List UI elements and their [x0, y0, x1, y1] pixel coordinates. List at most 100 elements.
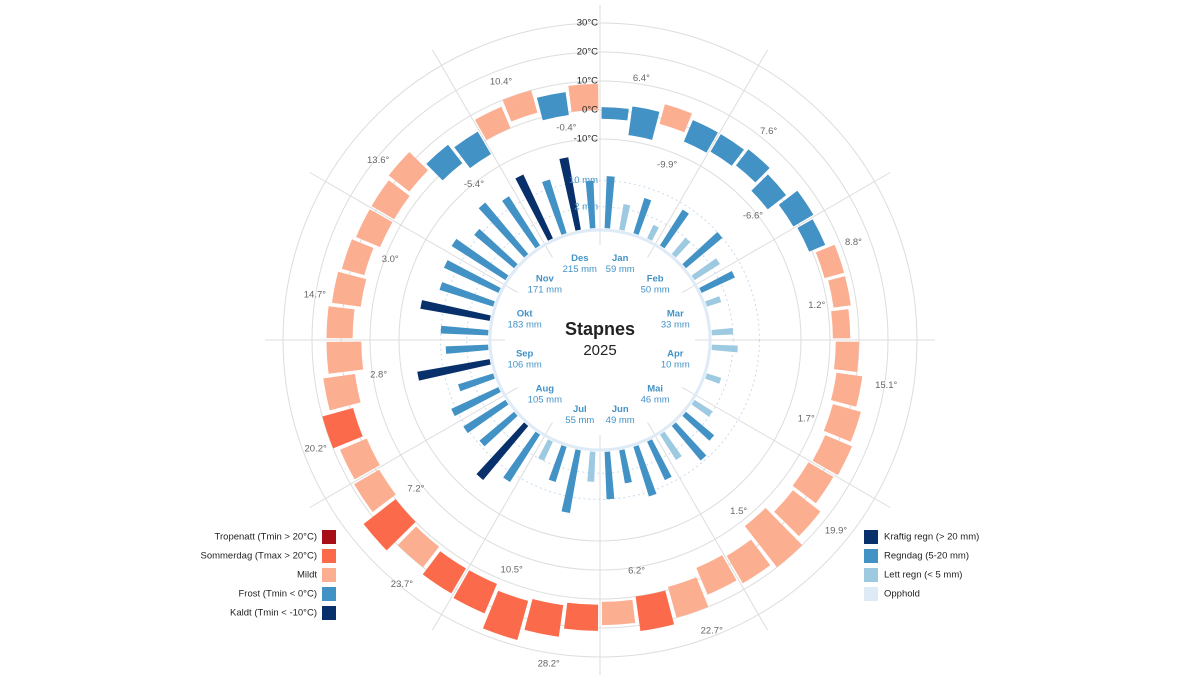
month-rain-label: 46 mm [641, 395, 670, 406]
legend-label: Lett regn (< 5 mm) [884, 570, 962, 581]
grid [265, 5, 935, 675]
min-label: -6.6° [743, 211, 763, 222]
temp-bar [326, 306, 355, 339]
rain-grid-line [440, 180, 760, 500]
temp-bar [726, 539, 771, 584]
legend-swatch [864, 530, 878, 544]
spoke [682, 387, 891, 508]
month-label: Sep [516, 349, 534, 360]
temp-bar [426, 144, 463, 181]
min-label: -0.4° [556, 122, 576, 133]
max-label: 14.7° [304, 289, 326, 300]
spoke [309, 172, 518, 293]
temp-bar [710, 134, 744, 166]
rain-bar [458, 373, 495, 392]
month-rain-label: 33 mm [661, 319, 690, 330]
chart-subtitle: 2025 [583, 342, 616, 359]
temp-bar [341, 239, 374, 276]
legend-swatch [864, 549, 878, 563]
min-label: 10.5° [501, 565, 523, 576]
rain-bar [705, 373, 722, 384]
rain-bar [476, 422, 529, 480]
temp-bar [628, 106, 660, 140]
temp-bar [482, 590, 529, 641]
month-label: Mai [647, 384, 663, 395]
min-label: 1.7° [798, 414, 815, 425]
min-label: -9.9° [657, 160, 677, 171]
rain-bar [503, 431, 541, 483]
legend-swatch [322, 549, 336, 563]
temp-bar [524, 599, 564, 637]
temp-bar [635, 590, 675, 632]
legend-swatch [864, 568, 878, 582]
max-label: 8.8° [845, 237, 862, 248]
rain-bar [451, 238, 509, 281]
min-label: 7.2° [407, 484, 424, 495]
month-label: Okt [517, 308, 534, 319]
month-rain-label: 49 mm [606, 415, 635, 426]
temp-bar [833, 341, 859, 373]
month-label: Aug [536, 384, 555, 395]
temp-bar [797, 219, 826, 252]
rain-bar [502, 196, 541, 249]
rain-base [488, 228, 712, 452]
temp-bar [792, 462, 834, 504]
rain-bar [559, 157, 581, 231]
y-tick-label: 10°C [577, 76, 598, 87]
rain-bar [682, 231, 723, 269]
rain-bar [647, 224, 659, 241]
temp-bar [774, 490, 821, 537]
rain-bar [671, 237, 691, 258]
rain-bar [711, 344, 738, 353]
max-label: 20.2° [305, 444, 327, 455]
temp-bar [812, 435, 852, 476]
month-label: Nov [536, 273, 555, 284]
rain-bar [705, 296, 722, 307]
max-label: 7.6° [760, 126, 777, 137]
month-rain-label: 59 mm [606, 264, 635, 275]
max-label: 15.1° [875, 380, 897, 391]
spoke [647, 49, 768, 258]
rain-bar [691, 258, 720, 281]
rain-bar [542, 179, 567, 235]
rain-bar [659, 209, 689, 249]
rain-bar [420, 300, 491, 321]
temp-bar [354, 469, 396, 512]
temp-bar [735, 149, 770, 183]
month-rain-label: 55 mm [565, 415, 594, 426]
rain-bar [440, 325, 489, 336]
month-label: Mar [667, 308, 684, 319]
rain-bar [659, 431, 682, 460]
month-rain-label: 106 mm [507, 360, 541, 371]
max-label: 19.9° [825, 526, 847, 537]
rain-bar [538, 439, 553, 461]
legend-label: Frost (Tmin < 0°C) [239, 589, 318, 600]
rain-bar [417, 359, 491, 381]
rain-bar [561, 449, 581, 514]
y-tick-label: -10°C [574, 134, 599, 145]
temp-bar [815, 244, 845, 279]
legend-swatch [864, 587, 878, 601]
temp-bar [823, 404, 861, 442]
temp-bar [683, 120, 718, 153]
rain-bar [647, 439, 672, 481]
temp-bar [751, 174, 787, 210]
temp-bar [474, 106, 511, 141]
rain-bar [587, 451, 596, 482]
rain-bar [691, 399, 713, 417]
rain-bar [548, 445, 567, 482]
legend-swatch [322, 587, 336, 601]
legend-label: Kraftig regn (> 20 mm) [884, 532, 979, 543]
temp-bar [828, 276, 851, 308]
rain-bar [633, 198, 652, 235]
temp-bar [363, 499, 416, 551]
min-label: 2.8° [370, 370, 387, 381]
spoke [682, 172, 891, 293]
spoke [647, 422, 768, 631]
temp-bar [601, 107, 629, 121]
legend-swatch [322, 606, 336, 620]
rain-bar [604, 176, 615, 229]
month-label: Apr [667, 349, 684, 360]
